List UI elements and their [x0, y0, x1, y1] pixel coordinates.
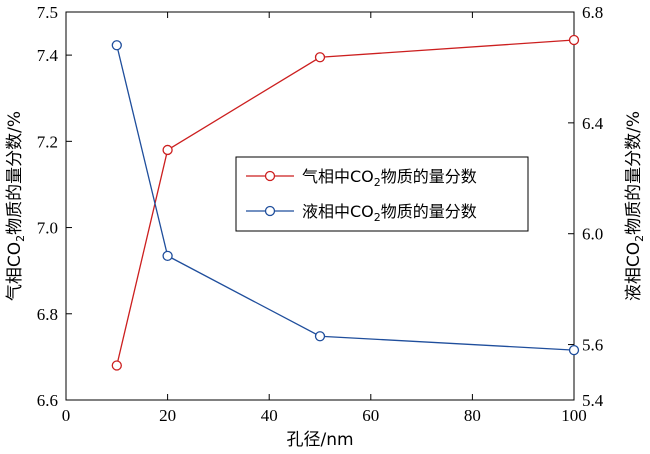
legend-marker-2	[264, 205, 276, 217]
series-2-point	[568, 344, 580, 356]
legend-box	[235, 156, 529, 232]
series-1-point	[162, 144, 173, 156]
x-tick-label: 100	[561, 406, 587, 425]
series-2-point	[111, 40, 122, 51]
axes: 0 20 40 60 80 100 6.6 6.8 7.0 7.2 7.4 7.5 5.4 5.6 6.0 6…	[37, 3, 604, 425]
series-1-point	[111, 360, 122, 371]
x-tick-label: 80	[464, 406, 481, 425]
legend-label-1: 气相中CO2物质的量分数	[302, 167, 477, 189]
y-left-tick-label: 7.5	[37, 3, 58, 22]
series-layer	[111, 34, 580, 371]
series-1-point	[568, 34, 580, 46]
legend-marker-1	[264, 170, 276, 182]
y-right-axis-title: 液相CO2物质的量分数/%	[624, 111, 646, 301]
y-left-tick-label: 7.2	[37, 132, 58, 151]
series-line-1	[116, 39, 575, 366]
series-2-point	[162, 250, 173, 262]
plot-frame	[65, 11, 575, 401]
y-right-tick-label: 6.0	[582, 225, 603, 244]
legend-label-2: 液相中CO2物质的量分数	[302, 202, 477, 224]
series-2-point	[314, 331, 326, 342]
x-tick-label: 0	[62, 406, 71, 425]
x-tick-label: 40	[261, 406, 278, 425]
y-right-tick-label: 6.4	[582, 114, 604, 133]
y-left-tick-label: 7.0	[37, 219, 58, 238]
series-1-point	[314, 52, 326, 63]
y-right-tick-label: 6.8	[582, 3, 603, 22]
x-tick-label: 20	[159, 406, 176, 425]
y-left-tick-label: 7.4	[37, 46, 59, 65]
y-left-axis-title: 气相CO2物质的量分数/%	[5, 111, 27, 301]
series-line-2	[116, 45, 575, 351]
y-right-tick-label: 5.6	[582, 336, 603, 355]
x-axis-title: 孔径/nm	[286, 430, 353, 450]
y-left-tick-label: 6.8	[37, 305, 58, 324]
x-tick-label: 60	[362, 406, 379, 425]
y-left-tick-label: 6.6	[37, 391, 58, 410]
y-right-tick-label: 5.4	[582, 391, 604, 410]
